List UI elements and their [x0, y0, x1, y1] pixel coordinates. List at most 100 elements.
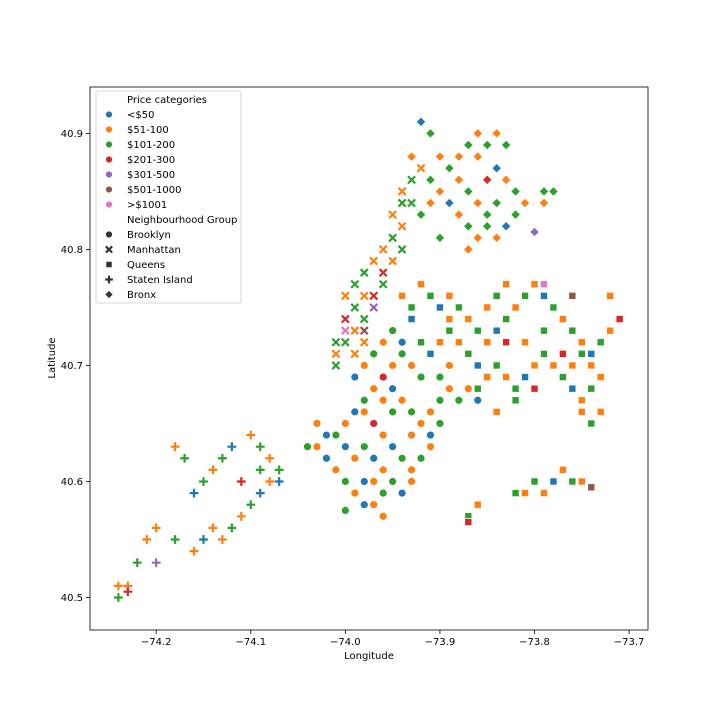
data-point-staten-island — [246, 430, 256, 440]
data-point-queens — [483, 373, 492, 382]
data-point-manhattan — [331, 349, 341, 359]
data-point-brooklyn — [416, 419, 426, 428]
data-point-brooklyn — [388, 407, 398, 417]
data-point-brooklyn — [426, 407, 435, 417]
data-point-queens — [445, 315, 454, 324]
data-point-brooklyn — [416, 453, 426, 463]
data-point-queens — [577, 407, 586, 416]
data-point-queens — [492, 361, 501, 370]
legend-marker-diamond — [104, 289, 114, 300]
data-point-queens — [558, 465, 567, 474]
data-point-brooklyn — [340, 477, 350, 486]
data-point-brooklyn — [350, 488, 360, 498]
data-point-queens — [558, 373, 567, 382]
data-point-queens — [530, 361, 539, 370]
legend-entry-label: <$50 — [127, 110, 154, 121]
data-point-brooklyn — [350, 407, 360, 417]
data-point-bronx — [548, 186, 559, 197]
data-point-brooklyn — [426, 430, 435, 440]
data-point-queens — [464, 349, 473, 358]
data-point-bronx — [481, 139, 493, 151]
data-point-bronx — [434, 186, 446, 197]
data-point-staten-island — [274, 477, 284, 486]
data-point-staten-island — [218, 535, 227, 544]
data-point-queens — [445, 291, 454, 300]
data-point-queens — [473, 326, 482, 335]
data-point-brooklyn — [369, 419, 379, 428]
data-point-queens — [530, 384, 539, 393]
legend-marker-x — [105, 245, 113, 254]
data-point-brooklyn — [444, 361, 454, 370]
data-point-manhattan — [331, 337, 341, 347]
data-point-bronx — [434, 151, 446, 162]
data-point-queens — [615, 315, 624, 324]
data-point-staten-island — [180, 453, 189, 463]
data-point-manhattan — [388, 256, 398, 266]
data-point-bronx — [462, 139, 474, 151]
data-point-manhattan — [331, 361, 341, 370]
legend-entry-label: Manhattan — [127, 245, 181, 256]
data-point-staten-island — [208, 523, 218, 533]
data-point-bronx — [472, 151, 484, 162]
data-point-staten-island — [274, 465, 284, 475]
data-point-queens — [568, 291, 577, 300]
data-point-brooklyn — [340, 506, 350, 515]
data-point-bronx — [406, 151, 417, 162]
data-point-manhattan — [397, 198, 407, 208]
data-point-brooklyn — [416, 372, 426, 382]
data-point-brooklyn — [435, 395, 445, 405]
data-point-staten-island — [151, 523, 161, 533]
data-point-brooklyn — [369, 453, 379, 463]
axes-frame — [89, 86, 649, 631]
legend-entry-label: Brooklyn — [127, 230, 171, 241]
data-point-brooklyn — [312, 442, 322, 452]
data-point-brooklyn — [322, 430, 331, 440]
legend-marker-plus — [105, 275, 113, 284]
data-point-bronx — [510, 186, 521, 197]
legend-entry-label: $51-100 — [127, 125, 169, 136]
x-tick-label: −74.2 — [141, 637, 172, 648]
legend-marker-price — [105, 200, 113, 209]
data-point-queens — [492, 291, 501, 300]
data-point-brooklyn — [303, 442, 312, 452]
data-point-bronx — [491, 162, 503, 174]
data-point-bronx — [425, 197, 436, 209]
data-point-staten-island — [265, 453, 275, 463]
data-point-staten-island — [199, 477, 208, 486]
data-point-manhattan — [350, 279, 360, 289]
data-point-queens — [454, 338, 463, 347]
data-point-queens — [539, 489, 548, 498]
data-point-queens — [502, 280, 511, 289]
data-point-manhattan — [378, 279, 388, 289]
data-point-manhattan — [350, 326, 360, 336]
data-point-brooklyn — [378, 465, 388, 475]
data-point-manhattan — [369, 303, 379, 312]
data-point-queens — [568, 326, 577, 335]
data-point-queens — [407, 303, 416, 312]
data-point-manhattan — [340, 291, 350, 301]
data-point-staten-island — [113, 593, 123, 602]
data-point-brooklyn — [359, 395, 369, 405]
data-point-queens — [511, 384, 520, 393]
data-point-staten-island — [113, 581, 123, 591]
data-point-queens — [606, 326, 615, 335]
data-point-staten-island — [265, 477, 275, 486]
data-point-queens — [549, 477, 558, 486]
data-point-brooklyn — [378, 395, 388, 405]
data-point-manhattan — [359, 314, 369, 324]
data-point-brooklyn — [388, 477, 398, 486]
data-point-bronx — [481, 209, 493, 220]
data-point-queens — [577, 477, 586, 486]
data-point-brooklyn — [407, 465, 416, 475]
data-point-brooklyn — [397, 349, 407, 359]
data-point-brooklyn — [388, 384, 398, 394]
data-point-bronx — [453, 209, 465, 220]
data-point-brooklyn — [350, 453, 360, 463]
data-point-brooklyn — [454, 395, 464, 405]
data-point-brooklyn — [397, 488, 407, 498]
x-tick-label: −73.9 — [425, 637, 456, 648]
data-point-bronx — [519, 197, 531, 209]
data-point-queens — [577, 349, 586, 358]
data-point-bronx — [491, 128, 503, 139]
